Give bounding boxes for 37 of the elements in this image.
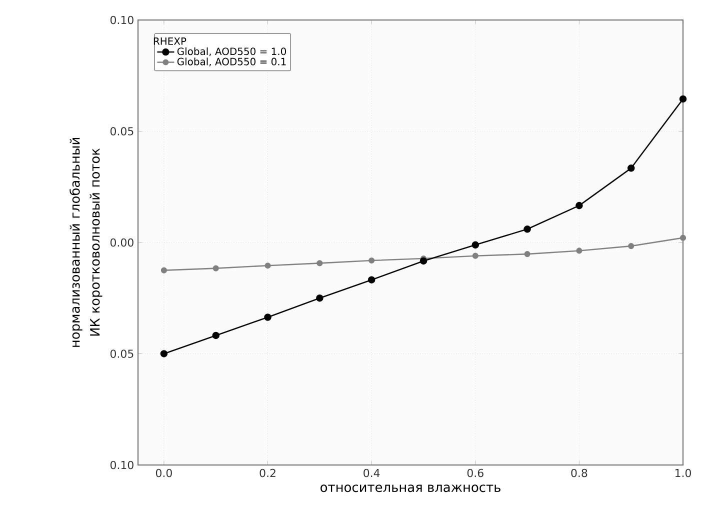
point [368,257,375,264]
point [368,276,376,284]
point [264,314,272,321]
point [472,241,480,249]
y-tick-label: 0.05 [110,350,134,358]
x-tick-label: 1.0 [676,468,691,478]
point [576,202,583,210]
x-tick-label: 0.4 [364,468,380,478]
point [264,262,271,269]
point [316,260,323,266]
x-tick-label: 0.0 [156,468,172,478]
point [212,332,220,340]
legend-label: Global, AOD550 = 0.1 [177,58,286,66]
y-axis-title: нормализованный глобальный ИК коротковолновый поток [70,138,102,347]
point [472,252,478,259]
x-tick-label: 0.6 [467,468,484,478]
x-tick-label: 0.2 [260,468,276,478]
point [420,257,428,265]
x-axis-title: относительная влажность [320,484,500,492]
point [212,265,219,272]
point [160,350,168,358]
point [679,95,687,103]
legend-label: Global, AOD550 = 1.0 [177,47,286,56]
y-tick-label: 0.10 [110,16,134,24]
point [627,164,635,172]
point [628,243,634,250]
y-tick-label: 0.00 [110,238,134,247]
legend-title: RHEXP [154,38,186,45]
point [524,251,530,258]
point [576,248,582,254]
point [524,225,531,233]
point [160,267,167,274]
point [316,294,324,302]
x-tick-label: 0.8 [571,468,588,478]
y-tick-label: 0.05 [110,127,134,136]
y-tick-label: 0.10 [110,460,134,470]
point [680,234,686,241]
